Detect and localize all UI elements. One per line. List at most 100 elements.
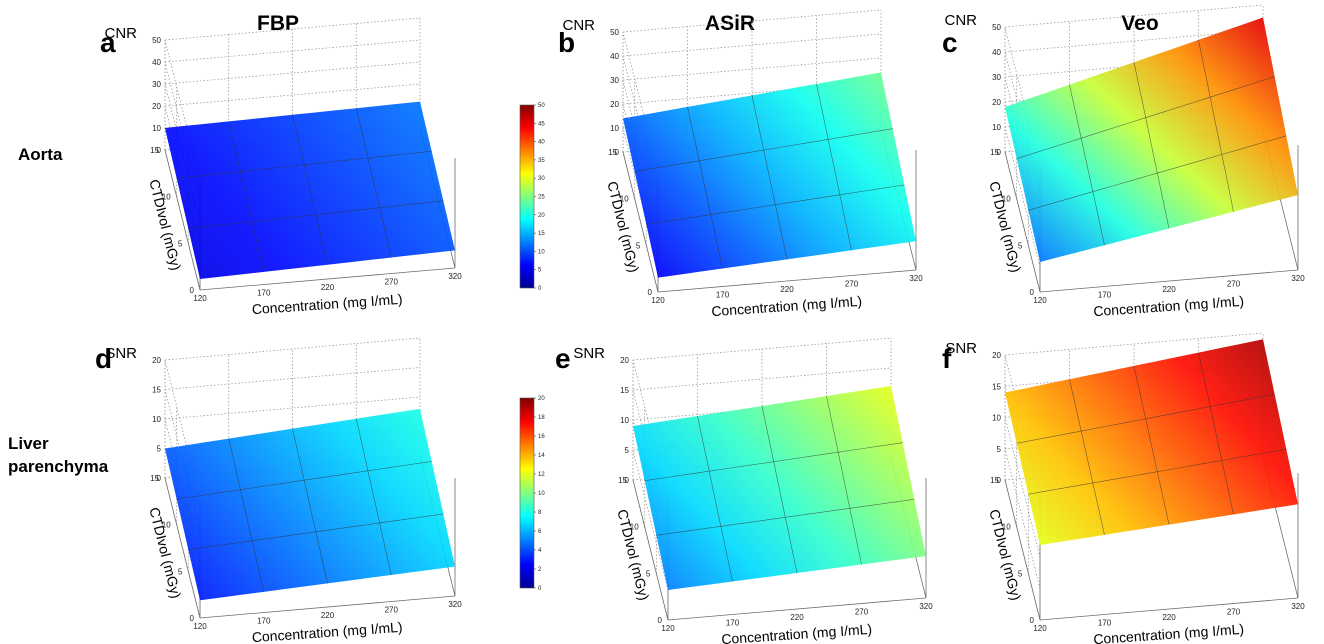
- z-tick-label: 5: [997, 445, 1002, 454]
- z-tick-label: 0: [997, 148, 1002, 157]
- colorbar-tick-label: 15: [538, 231, 545, 237]
- colorbar-tick-label: 50: [538, 103, 545, 109]
- colorbar-tick-label: 18: [538, 415, 545, 421]
- surface-mesh: [1016, 39, 1287, 246]
- colorbar-tick-label: 40: [538, 140, 545, 146]
- colorbar-tick-label: 4: [538, 548, 542, 554]
- colorbar-tick-label: 25: [538, 195, 545, 201]
- z-tick-label: 10: [992, 414, 1001, 423]
- x-tick-label: 170: [716, 291, 730, 300]
- x-tick-label: 320: [909, 274, 923, 283]
- surface-b: [623, 72, 916, 278]
- z-axis-label: CNR: [945, 12, 978, 29]
- x-tick-label: 320: [1291, 602, 1305, 611]
- x-tick-label: 170: [1098, 619, 1112, 628]
- colorbar-tick-label: 0: [538, 286, 542, 292]
- x-axis-label: Concentration (mg I/mL): [1093, 293, 1245, 319]
- y-axis-label: CTDIvol (mGy): [986, 180, 1024, 274]
- x-axis-label: Concentration (mg I/mL): [251, 619, 403, 644]
- panel-e: e12017022027032005101505101520SNRConcent…: [555, 337, 933, 644]
- x-tick-label: 220: [780, 285, 794, 294]
- colorbar-tick-label: 6: [538, 529, 542, 535]
- y-tick-label: 5: [1018, 241, 1023, 250]
- x-tick-label: 170: [1098, 291, 1112, 300]
- row-label-parenchyma: parenchyma: [8, 457, 109, 476]
- z-tick-label: 50: [992, 23, 1001, 32]
- row-label-liver: Liver: [8, 434, 49, 453]
- y-tick-label: 15: [990, 148, 999, 157]
- x-tick-label: 220: [1162, 613, 1176, 622]
- z-tick-label: 30: [992, 73, 1001, 82]
- y-tick-label: 0: [1030, 616, 1035, 625]
- y-axis-label: CTDIvol (mGy): [146, 178, 184, 272]
- y-tick-label: 10: [620, 195, 629, 204]
- y-tick-label: 15: [618, 476, 627, 485]
- colorbar-fill: [519, 104, 535, 289]
- x-tick-label: 120: [1033, 296, 1047, 305]
- z-tick-label: 0: [157, 146, 162, 155]
- axis-edges: [1004, 457, 1299, 621]
- x-tick-label: 320: [448, 600, 462, 609]
- surface-mesh: [634, 83, 905, 269]
- x-tick-label: 270: [385, 606, 399, 615]
- x-tick-label: 120: [1033, 624, 1047, 633]
- z-axis-label: CNR: [105, 25, 138, 42]
- y-tick-label: 5: [1018, 569, 1023, 578]
- y-axis-label: CTDIvol (mGy): [604, 180, 642, 274]
- z-tick-label: 20: [620, 356, 629, 365]
- y-tick-label: 10: [1002, 195, 1011, 204]
- row-label-aorta: Aorta: [18, 145, 63, 164]
- surface-mesh: [176, 418, 444, 592]
- y-tick-label: 10: [162, 521, 171, 530]
- surface-mesh: [644, 395, 915, 582]
- colorbar-tick-label: 20: [538, 396, 545, 402]
- y-tick-label: 15: [150, 474, 159, 483]
- colorbar-tick-label: 10: [538, 249, 545, 255]
- x-axis-label: Concentration (mg I/mL): [1093, 621, 1245, 644]
- z-axis-label: SNR: [105, 345, 137, 362]
- y-tick-label: 10: [630, 523, 639, 532]
- y-tick-label: 5: [178, 567, 183, 576]
- y-axis-label: CTDIvol (mGy): [614, 508, 652, 602]
- colorbar-tick-label: 5: [538, 268, 542, 274]
- y-tick-label: 5: [636, 241, 641, 250]
- x-axis-label: Concentration (mg I/mL): [721, 621, 873, 644]
- z-tick-label: 10: [610, 124, 619, 133]
- colorbar-tick-label: 0: [538, 586, 542, 592]
- colorbar-tick-label: 2: [538, 567, 542, 573]
- x-tick-label: 220: [1162, 285, 1176, 294]
- colorbar-tick-label: 45: [538, 121, 545, 127]
- z-tick-label: 10: [992, 123, 1001, 132]
- colorbar-tick-label: 12: [538, 472, 545, 478]
- z-tick-label: 15: [992, 382, 1001, 391]
- x-tick-label: 270: [845, 280, 859, 289]
- colorbar-tick-label: 16: [538, 434, 545, 440]
- surface-c: [1005, 17, 1298, 262]
- y-tick-label: 0: [658, 616, 663, 625]
- x-tick-label: 220: [321, 283, 335, 292]
- z-tick-label: 5: [157, 445, 162, 454]
- colorbar-fill: [519, 397, 535, 589]
- x-tick-label: 120: [651, 296, 665, 305]
- surface-d: [165, 408, 455, 601]
- y-tick-label: 10: [1002, 523, 1011, 532]
- column-title-veo: Veo: [1121, 12, 1158, 35]
- y-axis-label: CTDIvol (mGy): [146, 506, 184, 600]
- z-tick-label: 50: [152, 36, 161, 45]
- y-tick-label: 15: [150, 146, 159, 155]
- colorbar-tick-label: 8: [538, 510, 542, 516]
- x-tick-label: 320: [1291, 274, 1305, 283]
- x-tick-label: 270: [855, 608, 869, 617]
- surface-mesh: [1016, 352, 1287, 535]
- z-tick-label: 20: [152, 102, 161, 111]
- panel-a: a12017022027032005101501020304050CNRConc…: [100, 17, 462, 317]
- y-tick-label: 0: [190, 286, 195, 295]
- z-tick-label: 40: [152, 58, 161, 67]
- z-tick-label: 0: [157, 474, 162, 483]
- z-tick-label: 0: [997, 476, 1002, 485]
- x-tick-label: 220: [321, 611, 335, 620]
- z-axis-label: SNR: [945, 340, 977, 357]
- y-tick-label: 5: [178, 239, 183, 248]
- z-tick-label: 15: [620, 386, 629, 395]
